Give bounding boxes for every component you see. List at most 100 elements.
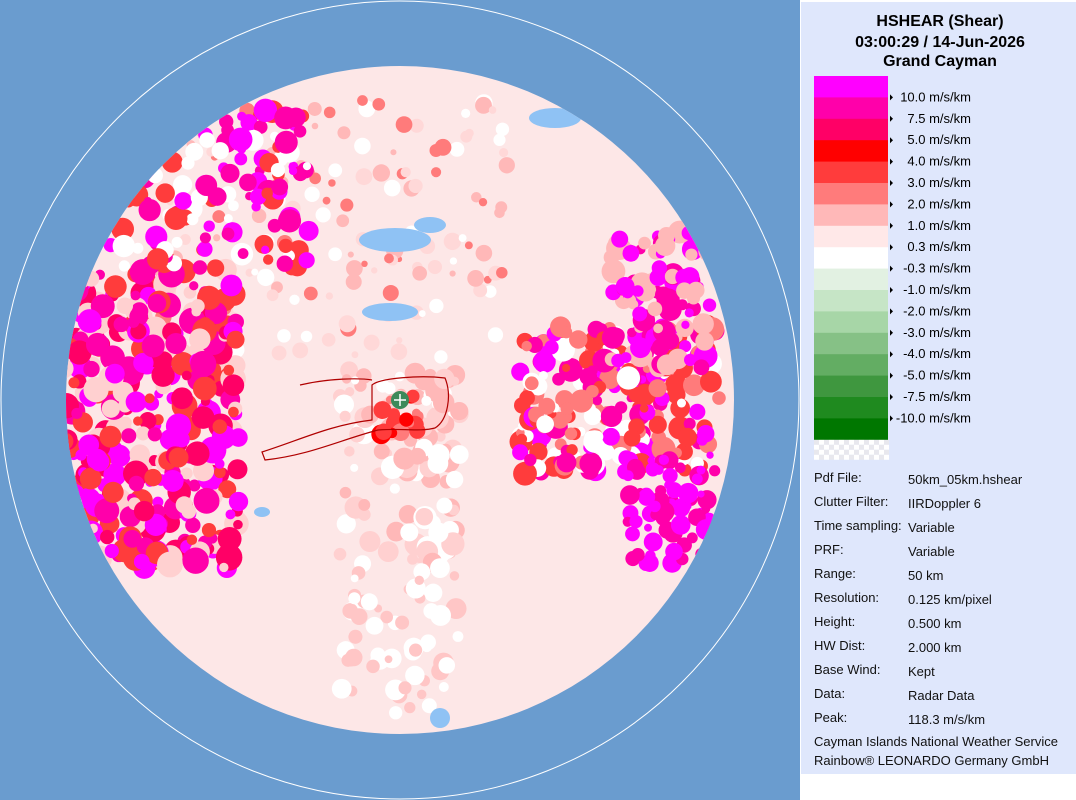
- echo: [398, 505, 418, 524]
- echo: [602, 427, 620, 446]
- legend-nodata: [864, 449, 869, 455]
- info-value: 2.000 km: [908, 640, 961, 655]
- legend-label: 0.3 m/s/km: [907, 239, 971, 254]
- echo: [185, 441, 210, 466]
- legend-swatch: [814, 97, 888, 120]
- legend-nodata: [849, 439, 854, 445]
- echo: [67, 340, 92, 365]
- echo: [691, 473, 703, 485]
- echo: [631, 547, 645, 562]
- echo: [686, 532, 698, 544]
- echo: [389, 706, 403, 720]
- legend-nodata: [814, 449, 819, 455]
- echo: [524, 453, 537, 467]
- legend-tick: [890, 329, 893, 336]
- info-label: Pdf File:: [814, 470, 862, 485]
- echo: [198, 317, 212, 330]
- echo: [701, 504, 711, 514]
- echo: [494, 207, 505, 219]
- echo: [251, 268, 259, 276]
- echo: [709, 465, 721, 477]
- echo: [620, 352, 632, 363]
- echo: [647, 456, 656, 465]
- echo: [475, 96, 492, 114]
- echo: [190, 299, 205, 314]
- title: HSHEAR (Shear): [876, 13, 1003, 30]
- legend-label: -2.0 m/s/km: [903, 303, 971, 318]
- legend-tick: [890, 222, 893, 229]
- legend-tick: [890, 180, 893, 186]
- info-value: 0.500 km: [908, 616, 961, 631]
- echo: [261, 187, 273, 200]
- echo: [434, 350, 448, 364]
- legend-nodata: [859, 439, 864, 445]
- echo: [274, 130, 298, 154]
- echo: [421, 395, 432, 406]
- echo: [684, 308, 694, 318]
- echo: [674, 462, 686, 474]
- echo: [384, 253, 394, 264]
- range-ring: [0, 0, 800, 800]
- legend-swatch: [814, 118, 888, 141]
- echo: [692, 313, 714, 335]
- echo: [103, 463, 127, 487]
- echo: [406, 389, 420, 403]
- echo: [188, 479, 201, 492]
- legend-label: -0.3 m/s/km: [903, 261, 971, 276]
- radar-map: [0, 0, 800, 800]
- legend-nodata: [884, 449, 889, 455]
- info-label: Height:: [814, 614, 855, 629]
- echo: [68, 377, 80, 389]
- echo: [697, 490, 705, 498]
- echo: [706, 451, 714, 459]
- echo: [393, 447, 416, 470]
- echo: [365, 616, 384, 635]
- echo: [648, 379, 667, 398]
- echo: [180, 467, 193, 480]
- echo: [309, 172, 322, 185]
- legend-nodata: [829, 444, 834, 450]
- legend: 10.0 m/s/km 7.5 m/s/km 5.0 m/s/km 4.0 m/s/k…: [814, 76, 971, 460]
- echo: [226, 330, 245, 349]
- echo: [400, 523, 419, 542]
- legend-label: 5.0 m/s/km: [907, 132, 971, 147]
- echo: [130, 290, 141, 301]
- legend-nodata: [849, 444, 854, 450]
- echo: [325, 111, 332, 118]
- echo: [339, 410, 351, 422]
- legend-tick: [890, 287, 893, 293]
- legend-tick: [890, 415, 893, 422]
- echo: [289, 294, 300, 305]
- info-label: Base Wind:: [814, 662, 880, 677]
- echo: [133, 416, 143, 426]
- legend-label: 1.0 m/s/km: [907, 218, 971, 233]
- echo: [351, 376, 360, 385]
- echo: [189, 281, 199, 291]
- legend-nodata: [874, 449, 879, 455]
- info-value: IIRDoppler 6: [908, 496, 981, 511]
- legend-nodata: [884, 439, 889, 445]
- echo: [645, 550, 656, 561]
- info-label: PRF:: [814, 542, 844, 557]
- echo: [357, 95, 368, 106]
- legend-nodata: [829, 449, 834, 455]
- echo: [315, 207, 331, 223]
- echo: [237, 248, 249, 259]
- echo: [475, 244, 493, 262]
- legend-tick: [890, 372, 893, 379]
- echo: [689, 403, 706, 420]
- echo: [360, 593, 378, 611]
- echo: [141, 334, 165, 358]
- legend-tick: [890, 201, 893, 208]
- legend-nodata: [819, 444, 824, 450]
- echo: [552, 372, 565, 386]
- echo: [253, 120, 268, 134]
- legend-swatch: [814, 418, 888, 441]
- legend-nodata: [839, 449, 844, 455]
- footer: Cayman Islands National Weather Service: [814, 734, 1058, 749]
- echo: [478, 197, 488, 207]
- echo: [653, 323, 664, 334]
- echo: [193, 487, 220, 514]
- echo: [116, 297, 134, 314]
- echo: [234, 152, 248, 166]
